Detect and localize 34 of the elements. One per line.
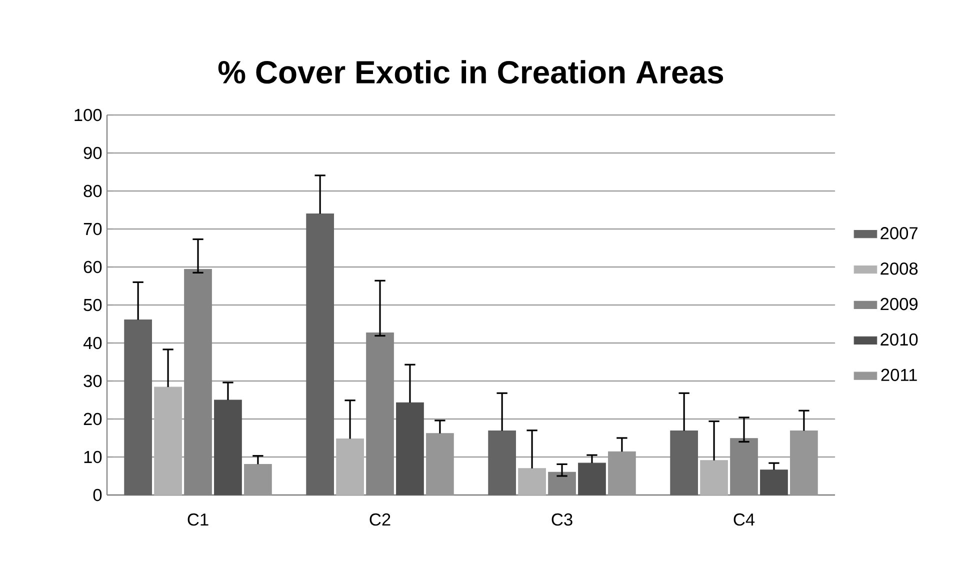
y-tick-label: 90: [84, 146, 102, 160]
x-tick-label: C1: [188, 513, 208, 526]
y-tick-label: 40: [83, 336, 102, 350]
legend-label: 2009: [880, 298, 918, 310]
bar: [578, 462, 606, 496]
x-tick-label: C4: [734, 513, 755, 526]
y-tick-label: 20: [84, 412, 102, 426]
legend-label: 2010: [880, 333, 918, 346]
bar: [396, 402, 424, 496]
bar: [244, 464, 272, 496]
bar: [700, 460, 728, 496]
x-tick-label: C3: [552, 513, 572, 526]
legend-label: 2007: [880, 227, 918, 240]
y-tick-label: 80: [84, 184, 102, 198]
bar: [670, 430, 698, 496]
bar: [336, 438, 364, 496]
bar: [154, 386, 182, 496]
bar: [760, 470, 788, 496]
y-tick-label: 0: [93, 488, 102, 502]
bar: [488, 430, 516, 496]
chart-title: % Cover Exotic in Creation Areas: [218, 60, 724, 84]
bar: [214, 400, 242, 496]
y-tick-label: 70: [84, 222, 102, 236]
legend-label: 2008: [880, 262, 918, 275]
y-tick-label: 100: [74, 108, 102, 122]
bar: [518, 468, 546, 496]
y-tick-label: 60: [84, 260, 102, 274]
legend-label: 2011: [881, 368, 917, 382]
bar: [124, 320, 152, 496]
y-tick-label: 50: [84, 298, 102, 312]
y-tick-label: 10: [84, 450, 102, 464]
x-tick-label: C2: [370, 513, 390, 526]
bar: [306, 214, 334, 496]
y-tick-label: 30: [84, 374, 102, 388]
